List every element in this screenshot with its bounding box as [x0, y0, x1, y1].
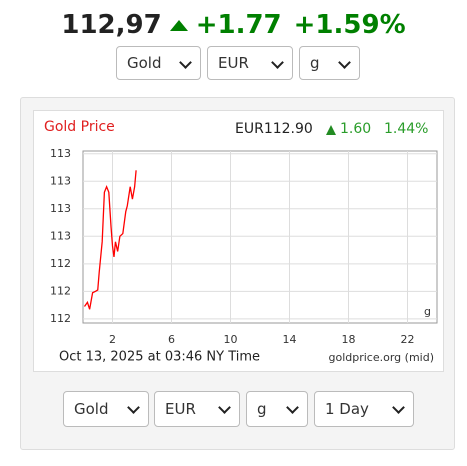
x-tick-label: 14 [283, 333, 297, 346]
select-text: g [310, 54, 320, 72]
select-text: EUR [218, 54, 249, 72]
unit-select[interactable]: g [299, 46, 360, 80]
chart-title: Gold Price [44, 119, 115, 135]
up-arrow [169, 20, 188, 31]
y-tick-label: 112 [50, 257, 71, 270]
unit-label: g [424, 305, 431, 318]
y-tick-label: 113 [50, 147, 71, 160]
y-tick-label: 113 [50, 174, 71, 187]
currency-select[interactable]: EUR [207, 46, 293, 80]
y-tick-label: 112 [50, 312, 71, 325]
select-text: 1 Day [325, 400, 369, 418]
select-text: g [257, 400, 267, 418]
y-tick-label: 113 [50, 202, 71, 215]
timestamp: Oct 13, 2025 at 03:46 NY Time [59, 350, 260, 365]
range-select[interactable]: 1 Day [314, 391, 414, 427]
chart-price: EUR112.90 [235, 121, 313, 137]
change: +1.77 [195, 10, 282, 40]
x-tick-label: 2 [109, 333, 116, 346]
x-tick-label: 22 [401, 333, 415, 346]
currency-select[interactable]: EUR [154, 391, 240, 427]
chart: Gold Price EUR112.90 1.60 1.44% g Oct 13… [33, 110, 444, 372]
chart-change-pct: 1.44% [384, 121, 428, 137]
y-tick-label: 113 [50, 229, 71, 242]
up-arrow [326, 125, 336, 135]
select-text: Gold [127, 54, 162, 72]
metal-select[interactable]: Gold [63, 391, 149, 427]
metal-select[interactable]: Gold [116, 46, 201, 80]
unit-select[interactable]: g [246, 391, 308, 427]
price-line [83, 170, 137, 310]
select-text: EUR [165, 400, 196, 418]
price-header: 112,97 +1.77 +1.59% [0, 8, 467, 42]
x-tick-label: 18 [342, 333, 356, 346]
change-pct: +1.59% [293, 10, 406, 40]
source: goldprice.org (mid) [329, 351, 435, 364]
chart-change: 1.60 [340, 121, 371, 137]
plot-area [82, 150, 438, 324]
price: 112,97 [61, 10, 162, 40]
x-tick-label: 6 [168, 333, 175, 346]
y-tick-label: 112 [50, 284, 71, 297]
select-text: Gold [74, 400, 109, 418]
x-tick-label: 10 [224, 333, 238, 346]
